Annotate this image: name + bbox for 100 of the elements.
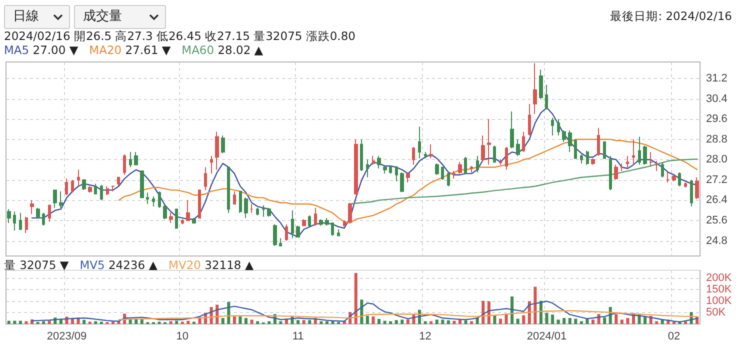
bar bbox=[302, 320, 306, 324]
candlestick bbox=[533, 62, 537, 114]
candlestick bbox=[331, 222, 334, 236]
candlestick bbox=[655, 160, 658, 172]
line-series bbox=[31, 107, 698, 238]
candlestick bbox=[314, 207, 317, 226]
candlestick bbox=[204, 166, 207, 191]
candlestick bbox=[429, 144, 433, 159]
dropdown: 成交量 bbox=[74, 5, 166, 29]
bar bbox=[268, 321, 271, 324]
candlestick bbox=[123, 154, 126, 176]
candlestick bbox=[603, 141, 606, 159]
bar bbox=[568, 318, 572, 324]
candlestick bbox=[574, 138, 577, 159]
bar bbox=[644, 316, 647, 324]
candlestick bbox=[233, 190, 236, 205]
candlestick bbox=[19, 212, 22, 230]
candlestick bbox=[684, 182, 687, 188]
candlestick bbox=[36, 207, 40, 218]
bar bbox=[400, 320, 404, 324]
x-tick-label: 12 bbox=[419, 330, 432, 342]
candlestick bbox=[129, 152, 132, 168]
candlestick bbox=[106, 186, 109, 196]
x-tick-label: 10 bbox=[176, 330, 189, 342]
candlestick bbox=[412, 146, 415, 166]
bar bbox=[406, 319, 410, 324]
candlestick bbox=[302, 218, 306, 226]
bar bbox=[424, 321, 427, 324]
y-tick-label: 27.2 bbox=[706, 174, 728, 186]
candlestick bbox=[389, 165, 392, 174]
x-tick-label: 2023/09 bbox=[46, 330, 87, 342]
candlestick bbox=[383, 165, 387, 174]
candlestick bbox=[545, 84, 548, 110]
bar bbox=[175, 320, 178, 324]
candlestick bbox=[458, 162, 462, 174]
text: 28.02 ▲ bbox=[218, 43, 264, 57]
candlestick bbox=[661, 162, 664, 178]
candlestick bbox=[453, 170, 456, 180]
candlestick bbox=[435, 162, 439, 176]
candlestick bbox=[65, 178, 68, 196]
candlestick bbox=[291, 210, 294, 239]
candlestick bbox=[117, 176, 120, 187]
bar bbox=[534, 286, 537, 324]
candlestick bbox=[158, 190, 161, 208]
text: 27.61 ▼ bbox=[125, 43, 171, 57]
line-series bbox=[118, 138, 698, 224]
bar bbox=[516, 318, 520, 324]
candlestick bbox=[666, 172, 670, 183]
candlestick bbox=[82, 179, 86, 191]
candlestick bbox=[140, 170, 144, 198]
candlestick bbox=[134, 152, 138, 166]
line-series bbox=[350, 158, 698, 205]
candlestick bbox=[649, 152, 653, 166]
candlestick bbox=[516, 138, 520, 156]
bar bbox=[655, 321, 658, 324]
y-tick-label: 26.4 bbox=[706, 194, 728, 206]
candlestick bbox=[406, 172, 410, 183]
text: MA5 bbox=[4, 43, 30, 57]
y-tick-label: 100K bbox=[706, 295, 732, 308]
bar bbox=[18, 320, 22, 324]
bar bbox=[232, 316, 236, 324]
y-tick-label: 29.6 bbox=[706, 113, 728, 126]
candlestick bbox=[568, 130, 572, 153]
bar bbox=[24, 321, 28, 324]
candlestick bbox=[470, 165, 473, 173]
candlestick bbox=[481, 135, 485, 163]
candlestick bbox=[53, 190, 57, 208]
candlestick bbox=[181, 218, 184, 225]
candlestick bbox=[267, 207, 271, 218]
y-tick-label: 30.4 bbox=[706, 92, 728, 105]
dropdown: 日線 bbox=[4, 5, 70, 29]
candlestick bbox=[487, 118, 491, 166]
bar bbox=[626, 318, 630, 324]
candlestick bbox=[94, 183, 97, 194]
candlestick bbox=[580, 154, 583, 164]
candlestick bbox=[59, 190, 63, 208]
bar bbox=[42, 321, 46, 324]
candlestick bbox=[626, 155, 629, 170]
candlestick bbox=[319, 218, 323, 226]
candlestick bbox=[198, 190, 201, 218]
candlestick bbox=[447, 172, 450, 187]
candlestick bbox=[77, 169, 80, 187]
candlestick bbox=[25, 216, 28, 234]
candlestick bbox=[360, 138, 363, 172]
candlestick bbox=[690, 179, 693, 208]
y-tick-label: 200K bbox=[706, 272, 732, 284]
candlestick bbox=[152, 196, 155, 208]
y-tick-label: 50K bbox=[706, 306, 726, 319]
candlestick bbox=[372, 155, 375, 166]
candlestick bbox=[499, 159, 502, 166]
candlestick bbox=[308, 214, 311, 228]
candlestick bbox=[591, 158, 595, 166]
candlestick bbox=[186, 200, 190, 221]
bar bbox=[592, 320, 595, 324]
bar bbox=[325, 321, 328, 324]
text: 27.00 ▼ bbox=[32, 43, 78, 57]
candlestick bbox=[325, 217, 329, 226]
bar bbox=[435, 320, 438, 324]
candlestick bbox=[643, 145, 647, 166]
bar bbox=[446, 320, 450, 324]
